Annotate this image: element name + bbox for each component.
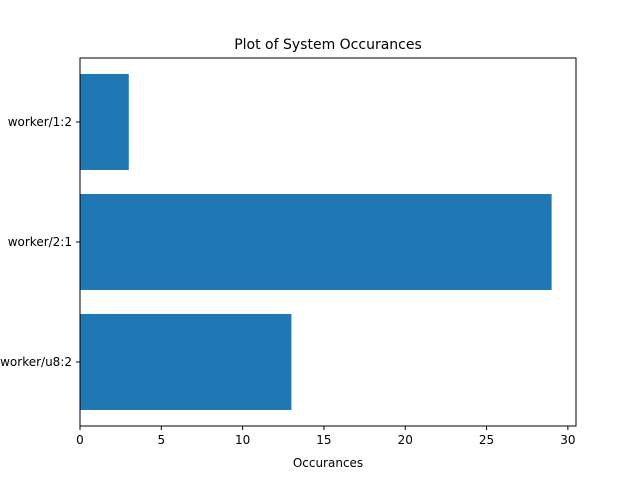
x-tick-label: 10: [235, 433, 250, 447]
y-axis-ticks: worker/1:2 worker/2:1 worker/u8:2: [0, 115, 80, 369]
chart-title: Plot of System Occurances: [234, 37, 422, 53]
bar-worker-1-2: [80, 74, 129, 170]
x-tick-label: 0: [76, 433, 84, 447]
bar-worker-u8-2: [80, 314, 292, 410]
bar-worker-2-1: [80, 194, 552, 290]
y-tick-label: worker/2:1: [8, 235, 72, 249]
x-tick-label: 15: [316, 433, 331, 447]
plot-frame: [79, 57, 577, 427]
x-tick-label: 20: [398, 433, 413, 447]
x-axis-ticks: 0 5 10 15 20 25 30: [76, 426, 576, 447]
bars-group: [80, 74, 552, 410]
x-tick-label: 25: [479, 433, 494, 447]
y-tick-label: worker/u8:2: [0, 355, 72, 369]
x-tick-label: 30: [560, 433, 575, 447]
x-axis-label: Occurances: [293, 456, 363, 470]
x-tick-label: 5: [157, 433, 165, 447]
y-tick-label: worker/1:2: [8, 115, 72, 129]
